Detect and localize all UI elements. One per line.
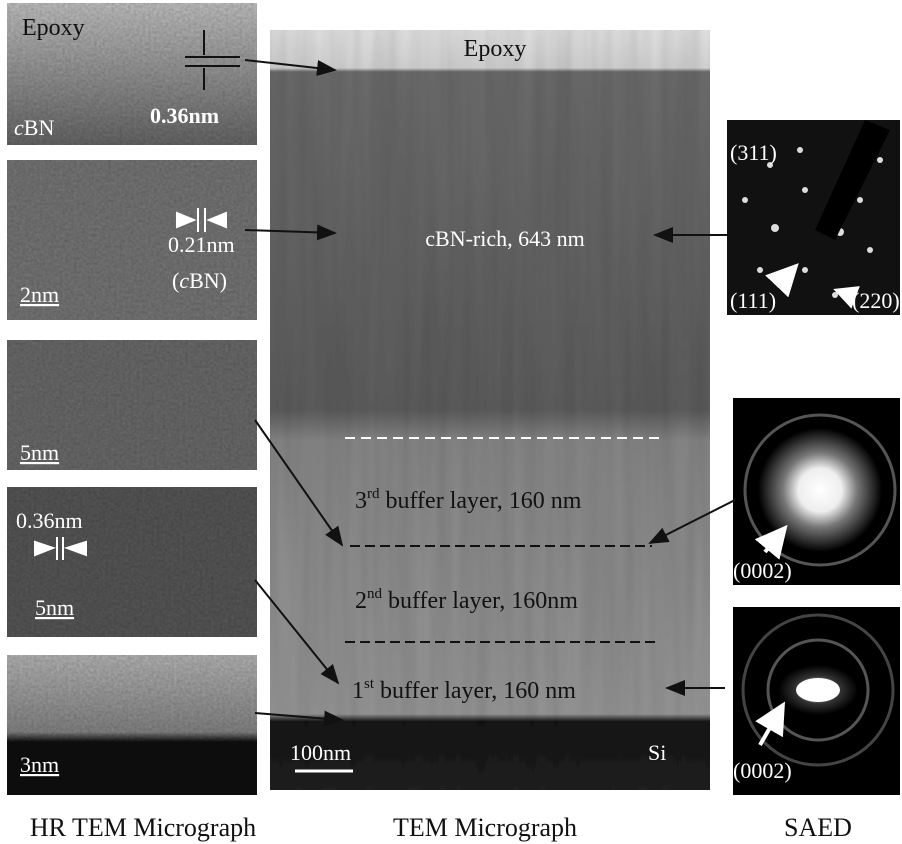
caption: TEM Micrograph [393,813,577,842]
caption: SAED [784,813,852,842]
scale-bar: 3nm [20,752,59,777]
label-part: 1 [352,678,364,704]
spacing-label: 0.36nm [150,103,219,128]
saed-panels: (311) (111) (220) (0002) (0002) [727,120,900,795]
phase-label: (cBN) [172,268,227,293]
caption: HR TEM Micrograph [30,813,256,842]
tem-label: cBN-rich, 643 nm [425,226,584,251]
label-part: c [179,268,189,293]
tem-label: Epoxy [464,36,527,62]
label-part: rd [367,486,380,502]
label-part: buffer layer, 160 nm [380,488,582,514]
label-part: ( [172,268,179,293]
label-part: buffer layer, 160 nm [374,678,576,704]
label-part: 3 [355,488,367,514]
saed-label: (111) [730,288,776,313]
panel-label: Epoxy [22,15,85,41]
scale-bar: 5nm [20,440,59,465]
label-part: 2 [355,588,367,614]
figure: Epoxy cBN 0.36nm 0.21nm (cBN) 2nm 5nm 0.… [0,0,902,844]
tem-label: 2nd buffer layer, 160nm [355,586,578,614]
tem-image [270,30,710,790]
label-part: buffer layer, 160nm [382,588,578,614]
diffraction-ring [758,428,882,552]
spacing-label: 0.21nm [168,232,235,257]
label-part: BN [24,115,55,140]
saed-label: (0002) [733,758,792,783]
diffraction-spot [796,678,840,702]
tem-panel: Epoxy cBN-rich, 643 nm 3rd buffer layer,… [270,30,710,790]
scale-bar: 100nm [290,740,351,765]
tem-label: 3rd buffer layer, 160 nm [355,486,582,514]
saed-label: (220) [852,288,900,313]
label-part: BN) [189,268,227,293]
spacing-label: 0.36nm [16,508,83,533]
saed-label: (0002) [733,558,792,583]
label-part: c [14,115,24,140]
saed-label: (311) [730,140,777,165]
label-part: nd [367,586,383,602]
panel-label: cBN [14,115,54,140]
tem-label: 1st buffer layer, 160 nm [352,676,576,704]
scale-bar: 5nm [35,595,74,620]
hrtem-panels: Epoxy cBN 0.36nm 0.21nm (cBN) 2nm 5nm 0.… [7,3,257,795]
tem-label: Si [648,740,666,765]
scale-bar: 2nm [20,282,59,307]
